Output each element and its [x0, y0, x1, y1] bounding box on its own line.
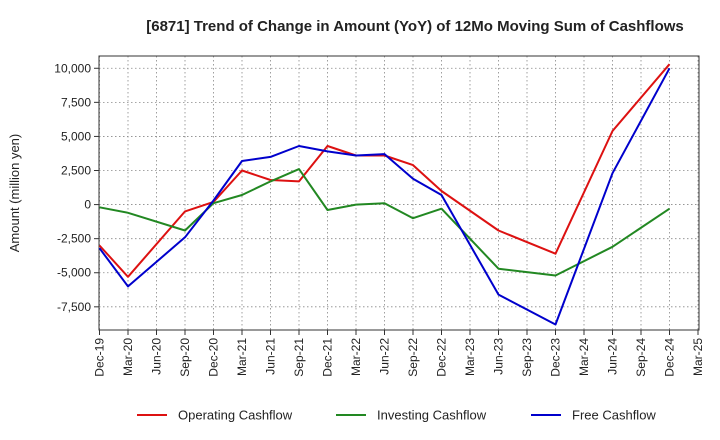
x-tick-label: Dec-19: [93, 338, 107, 377]
y-tick-label: 5,000: [61, 129, 91, 143]
x-tick-label: Mar-24: [577, 338, 591, 376]
legend-label-operating-cashflow: Operating Cashflow: [178, 408, 293, 423]
y-tick-label: 2,500: [61, 164, 91, 178]
x-tick-label: Jun-20: [150, 338, 164, 375]
free-cashflow-line: [98, 67, 671, 326]
series-lines: [98, 63, 671, 326]
x-tick-label: Sep-23: [520, 338, 534, 377]
y-tick-label: -2,500: [57, 232, 91, 246]
legend-label-free-cashflow: Free Cashflow: [572, 408, 656, 423]
x-tick-label: Dec-21: [321, 338, 335, 377]
investing-cashflow-line: [99, 168, 671, 277]
plot-area-frame: [98, 55, 700, 331]
x-tick-label: Mar-20: [121, 338, 135, 376]
x-tick-label: Jun-24: [606, 338, 620, 375]
chart-title: [6871] Trend of Change in Amount (YoY) o…: [146, 18, 684, 35]
operating-cashflow-line: [98, 63, 671, 278]
x-tick-label: Sep-22: [406, 338, 420, 377]
x-tick-label: Dec-20: [207, 338, 221, 377]
y-axis-label: Amount (million yen): [7, 134, 22, 253]
x-tick-label: Dec-23: [549, 338, 563, 377]
y-axis-ticks: 10,000 7,500 5,000 2,500 0 -2,500 -5,000 -7,500: [54, 61, 99, 314]
x-axis-ticks: Dec-19 Mar-20 Jun-20 Sep-20 Dec-20 Mar-21 Jun-…: [93, 330, 705, 377]
y-tick-label: 10,000: [54, 61, 91, 75]
y-tick-label: -7,500: [57, 300, 91, 314]
x-tick-label: Mar-23: [463, 338, 477, 376]
x-tick-label: Dec-24: [663, 338, 677, 377]
y-tick-label: 0: [84, 198, 91, 212]
x-tick-label: Mar-25: [691, 338, 705, 376]
y-tick-label: 7,500: [61, 95, 91, 109]
x-tick-label: Mar-22: [349, 338, 363, 376]
x-tick-label: Sep-21: [292, 338, 306, 377]
gridlines: [99, 56, 699, 330]
x-tick-label: Sep-24: [634, 338, 648, 377]
x-tick-label: Sep-20: [178, 338, 192, 377]
y-tick-label: -5,000: [57, 266, 91, 280]
x-tick-label: Jun-21: [264, 338, 278, 375]
legend-label-investing-cashflow: Investing Cashflow: [377, 408, 487, 423]
legend: Operating Cashflow Investing Cashflow Free…: [137, 408, 656, 423]
x-tick-label: Jun-22: [378, 338, 392, 375]
x-tick-label: Dec-22: [435, 338, 449, 377]
x-tick-label: Jun-23: [492, 338, 506, 375]
x-tick-label: Mar-21: [235, 338, 249, 376]
